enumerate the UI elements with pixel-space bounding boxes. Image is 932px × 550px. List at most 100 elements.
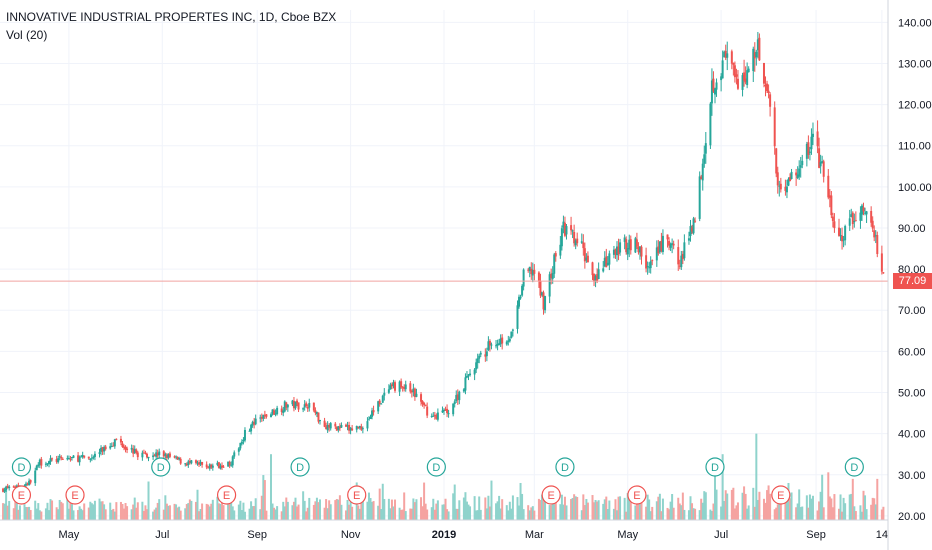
candle-body	[263, 414, 266, 416]
volume-bar	[746, 508, 749, 520]
volume-bar	[660, 511, 663, 520]
volume-bar	[582, 494, 585, 520]
volume-bar	[253, 506, 256, 520]
y-tick-label: 140.00	[898, 17, 932, 29]
volume-bar	[372, 501, 375, 520]
candle-body	[51, 458, 54, 460]
volume-indicator-label[interactable]: Vol (20)	[6, 28, 48, 42]
candle-body	[77, 455, 80, 462]
candle-body	[469, 373, 472, 376]
volume-bar	[779, 500, 782, 520]
candle-body	[576, 238, 579, 244]
candle-body	[838, 227, 841, 236]
volume-bar	[40, 511, 43, 520]
candle-body	[528, 266, 531, 271]
candle-body	[404, 384, 407, 390]
volume-bar	[811, 495, 814, 520]
candle-body	[798, 168, 801, 177]
volume-bar	[2, 503, 5, 520]
volume-bar	[194, 501, 197, 520]
volume-bar	[752, 487, 755, 520]
volume-bar	[649, 511, 652, 520]
volume-bar	[704, 492, 707, 520]
candle-body	[583, 248, 586, 262]
volume-bar	[263, 480, 266, 520]
candle-body	[508, 338, 511, 342]
candle-body	[323, 420, 326, 427]
volume-bar	[597, 500, 600, 520]
candle-body	[38, 459, 41, 466]
volume-bar	[741, 492, 744, 520]
candle-body	[865, 211, 868, 215]
volume-bar	[603, 499, 606, 520]
volume-bar	[455, 508, 458, 520]
volume-bar	[90, 503, 93, 520]
candle-body	[833, 221, 836, 229]
volume-bar	[346, 499, 349, 520]
volume-bar	[870, 504, 873, 520]
volume-bar	[683, 509, 686, 520]
candle-body	[217, 462, 220, 468]
volume-bar	[103, 504, 106, 520]
candle-body	[291, 400, 294, 405]
volume-bar	[340, 504, 343, 520]
candle-body	[340, 425, 343, 428]
volume-bar	[47, 510, 50, 520]
volume-bar	[511, 495, 514, 520]
candle-body	[398, 381, 401, 392]
volume-bar	[162, 509, 165, 520]
volume-bar	[276, 506, 279, 520]
candle-body	[89, 458, 92, 460]
candle-body	[110, 446, 113, 448]
candle-body	[305, 403, 308, 406]
candle-body	[432, 415, 435, 417]
candle-body	[175, 456, 178, 458]
candle-body	[634, 238, 637, 253]
candle-body	[265, 414, 268, 417]
candle-body	[390, 384, 393, 387]
candle-body	[498, 343, 501, 345]
volume-bar	[709, 509, 712, 520]
candle-body	[672, 243, 675, 246]
dividend-marker: D	[11, 457, 32, 477]
volume-bar	[452, 493, 455, 520]
volume-bar	[573, 494, 576, 520]
chart-legend: INNOVATIVE INDUSTRIAL PROPERTES INC, 1D,…	[6, 8, 336, 44]
candle-body	[680, 255, 683, 268]
candle-body	[776, 172, 779, 186]
y-tick-label: 40.00	[898, 429, 926, 441]
candle-body	[565, 226, 568, 235]
volume-bar	[185, 504, 188, 520]
candle-body	[736, 78, 739, 89]
symbol-title[interactable]: INNOVATIVE INDUSTRIAL PROPERTES INC, 1D,…	[6, 10, 337, 24]
candle-body	[112, 445, 115, 447]
event-marker-label: E	[71, 490, 78, 502]
candle-body	[475, 362, 478, 370]
candle-body	[12, 486, 15, 488]
volume-bar	[44, 508, 47, 520]
volume-bar	[130, 509, 133, 520]
volume-bar	[369, 498, 372, 520]
candle-body	[269, 414, 272, 418]
volume-bar	[712, 503, 715, 520]
volume-bar	[672, 507, 675, 520]
volume-bar	[80, 508, 83, 520]
volume-bar	[553, 493, 556, 520]
candle-body	[530, 268, 533, 275]
volume-bar	[819, 491, 822, 520]
volume-bar	[784, 499, 787, 520]
candle-body	[199, 461, 202, 465]
candle-body	[574, 240, 577, 246]
candle-body	[210, 464, 213, 468]
candle-body	[462, 389, 465, 392]
candle-body	[521, 285, 524, 296]
candle-body	[522, 269, 525, 287]
dividend-marker: D	[555, 457, 575, 477]
volume-bar	[528, 510, 531, 520]
volume-bar	[860, 511, 863, 520]
volume-bar	[773, 509, 776, 520]
candle-body	[167, 453, 170, 458]
candle-body	[179, 458, 182, 464]
volume-bar	[444, 498, 447, 520]
